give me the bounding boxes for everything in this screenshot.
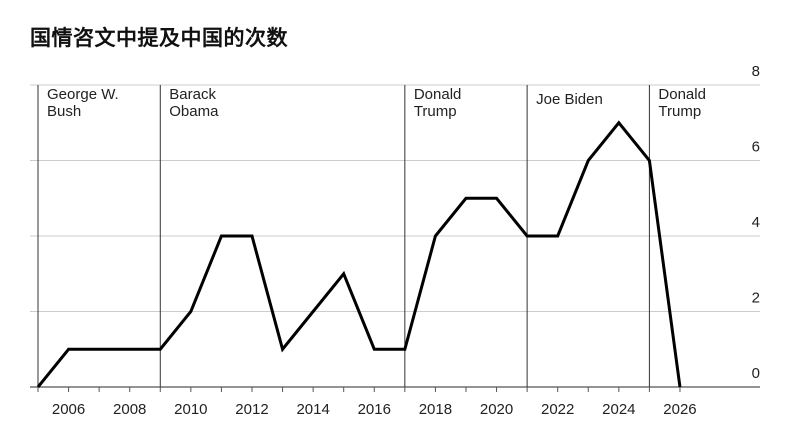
period-label: Barack — [169, 86, 216, 103]
series-line — [36, 120, 682, 388]
y-tick-label: 8 — [752, 63, 760, 80]
y-tick-label: 4 — [752, 214, 760, 231]
x-tick-label: 2026 — [663, 401, 696, 418]
period-label: George W. — [47, 86, 119, 103]
x-tick-label: 2006 — [52, 401, 85, 418]
x-tick-label: 2020 — [480, 401, 513, 418]
x-tick-label: 2024 — [602, 401, 635, 418]
x-tick-label: 2022 — [541, 401, 574, 418]
x-tick-label: 2018 — [419, 401, 452, 418]
x-tick-label: 2012 — [235, 401, 268, 418]
x-tick-label: 2008 — [113, 401, 146, 418]
x-tick-label: 2014 — [296, 401, 329, 418]
period-label: Donald — [658, 86, 706, 103]
period-label: Bush — [47, 103, 81, 120]
period-label: Trump — [414, 103, 457, 120]
y-tick-label: 2 — [752, 290, 760, 307]
period-label: Joe Biden — [536, 91, 603, 108]
period-label: Donald — [414, 86, 462, 103]
period-label: Trump — [658, 103, 701, 120]
chart-title: 国情咨文中提及中国的次数 — [30, 26, 288, 50]
y-tick-label: 6 — [752, 139, 760, 156]
x-tick-label: 2010 — [174, 401, 207, 418]
x-tick-label: 2016 — [358, 401, 391, 418]
period-label: Obama — [169, 103, 219, 120]
y-tick-label: 0 — [752, 365, 760, 382]
